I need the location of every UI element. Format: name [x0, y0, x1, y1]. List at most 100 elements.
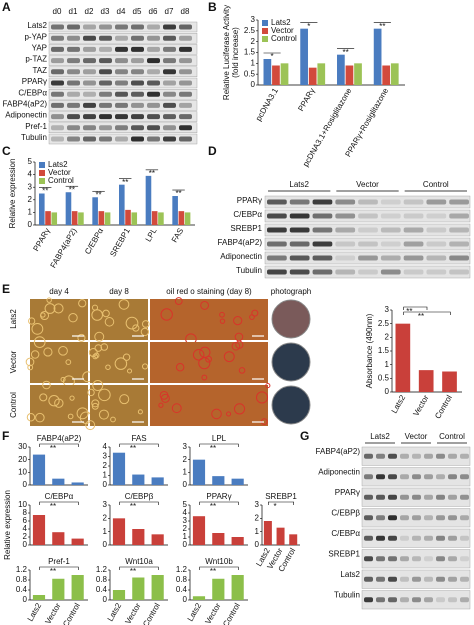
blot-band [179, 80, 192, 86]
cell [141, 363, 149, 370]
blot-strip [264, 265, 471, 279]
blot-row-label: SREBP1 [230, 224, 262, 233]
blot-strip [361, 569, 471, 589]
sig-label: ** [50, 444, 56, 453]
bar [112, 590, 126, 600]
blot-band [115, 24, 128, 30]
y-tick-label: 0 [183, 540, 188, 549]
blot-band [358, 213, 378, 219]
blot-row-label: Tubulin [334, 591, 360, 600]
sig-label: ** [50, 567, 56, 576]
bar [52, 532, 65, 545]
blot-band [179, 114, 192, 120]
bar [300, 28, 308, 86]
sig-label: ** [149, 169, 155, 178]
blot-band [131, 125, 144, 131]
blot-band [147, 125, 160, 131]
blot-band [424, 494, 433, 500]
sig-bracket [39, 501, 79, 505]
cell [76, 407, 89, 420]
bar [112, 518, 126, 545]
cell [219, 318, 226, 324]
chart-title: Wnt10a [125, 557, 153, 566]
blot-band [131, 69, 144, 75]
y-tick-label: 0.8 [176, 575, 188, 584]
chart-title: PPARγ [206, 492, 231, 501]
bar [131, 212, 138, 225]
bar [151, 575, 164, 600]
legend-label: Control [271, 34, 297, 43]
blot-band [179, 58, 192, 64]
blot-band [424, 556, 433, 562]
blot-strip [48, 55, 198, 66]
cell [158, 402, 164, 408]
sig-label: ** [122, 178, 128, 187]
blot-row-label: FABP4(aP2) [218, 238, 263, 247]
image-row-label: Vector [9, 350, 18, 373]
cell [233, 316, 243, 326]
blot-band [426, 255, 447, 261]
blot-band [163, 102, 176, 108]
lane-label: d0 [53, 7, 62, 16]
y-tick-label: 2 [183, 455, 188, 464]
bar [192, 596, 206, 600]
blot-band [460, 556, 469, 562]
blot-row-label: FABP4(aP2) [3, 100, 48, 109]
y-tick-label: 4 [103, 442, 108, 451]
blot-strip [361, 590, 471, 610]
y-tick-label: 4 [183, 508, 188, 517]
y-tick-label: 0 [103, 540, 108, 549]
blot-row-label: p-TAZ [25, 55, 47, 64]
blot-band [267, 255, 287, 261]
cell [238, 367, 246, 374]
bar [71, 575, 84, 600]
legend-label: Lats2 [271, 18, 291, 27]
blot-band [83, 125, 96, 131]
blot-strip [264, 209, 471, 223]
x-tick-label: Vector [411, 393, 430, 417]
bar [263, 521, 272, 545]
bar [212, 578, 225, 600]
bar [32, 454, 46, 485]
bar [78, 212, 84, 225]
blot-band [412, 597, 421, 603]
group-label: Control [423, 180, 449, 189]
cell [126, 368, 133, 374]
y-tick-label: 0 [103, 480, 108, 489]
blot-band [426, 269, 447, 275]
blot-strip [361, 528, 471, 548]
blot-band [412, 515, 421, 521]
blot-band [426, 199, 447, 205]
blot-band [388, 597, 397, 603]
cell [77, 333, 86, 342]
blot-band [376, 494, 385, 500]
blot-band [99, 102, 112, 108]
blot-band [115, 91, 128, 97]
y-tick-label: 0.5 [378, 373, 390, 382]
bar [172, 196, 178, 225]
sig-label: ** [95, 190, 101, 199]
blot-band [403, 269, 424, 275]
bar [151, 211, 158, 225]
blot-row-label: PPARγ [335, 488, 360, 497]
y-tick-label: 0.4 [16, 585, 28, 594]
legend-swatch [262, 28, 268, 34]
y-tick-label: 30 [18, 442, 27, 451]
y-tick-label: 5 [28, 157, 33, 166]
blot-band [179, 91, 192, 97]
x-tick-label: Lats2 [390, 393, 408, 415]
blot-row-label: Adiponectin [318, 468, 360, 477]
cell [137, 409, 143, 415]
blot-band [376, 474, 385, 480]
x-tick-label: PPARγ [31, 227, 51, 253]
sig-label: ** [418, 312, 424, 321]
bar [231, 537, 244, 545]
blot-band [115, 35, 128, 41]
y-tick-label: 1.2 [16, 565, 28, 574]
blot-band [51, 35, 64, 41]
blot-band [83, 46, 96, 52]
sig-label: * [271, 52, 274, 61]
blot-band [147, 114, 160, 120]
group-label: Vector [405, 432, 428, 441]
bar [373, 28, 382, 86]
